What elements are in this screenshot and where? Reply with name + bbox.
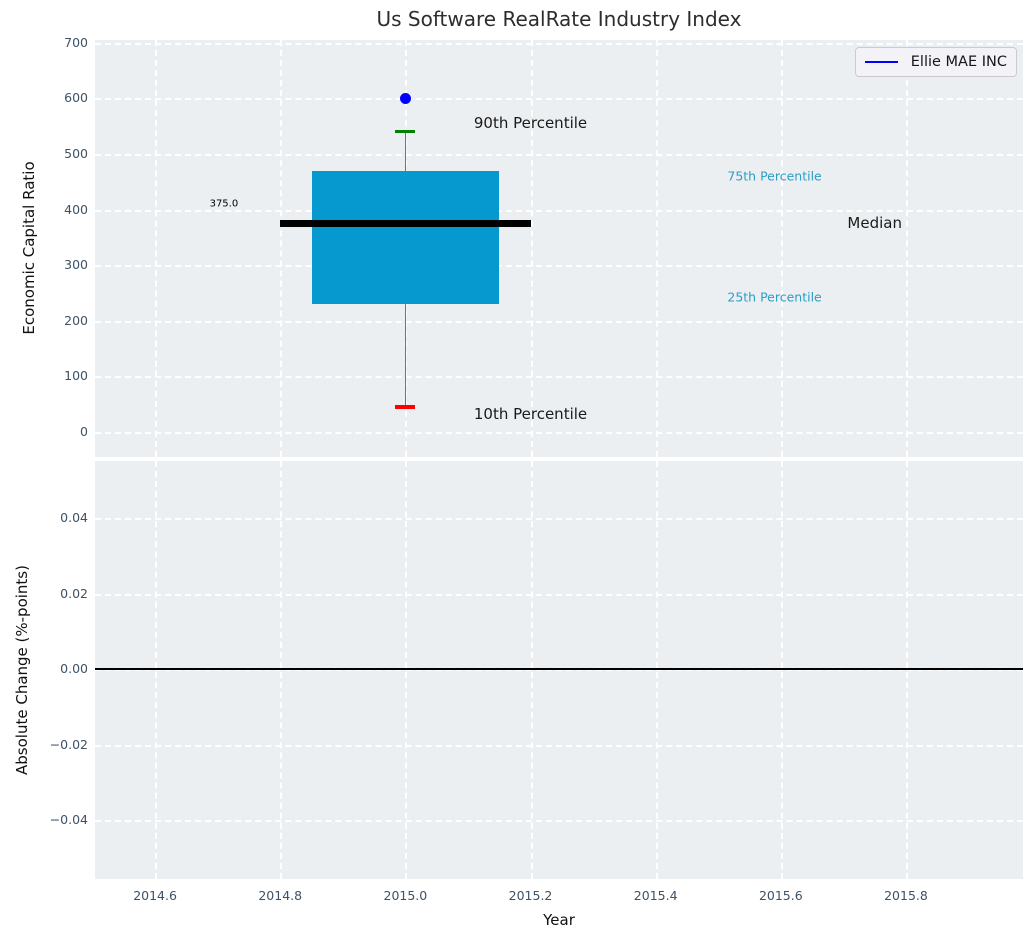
y-gridline xyxy=(95,42,1023,45)
legend: Ellie MAE INC xyxy=(854,47,1017,77)
y-tick-label: 0.04 xyxy=(60,510,88,526)
annotation-375-0: 375.0 xyxy=(209,198,239,210)
y-gridline xyxy=(95,265,1023,268)
annotation-90th-percentile: 90th Percentile xyxy=(473,114,588,133)
x-tick-label: 2015.6 xyxy=(758,888,803,903)
y-gridline xyxy=(95,518,1023,521)
legend-label: Ellie MAE INC xyxy=(910,54,1007,70)
x-gridline xyxy=(155,40,158,457)
y-axis-label-top: Economic Capital Ratio xyxy=(20,161,38,335)
y-tick-label: 300 xyxy=(64,257,88,273)
y-gridline xyxy=(95,209,1023,212)
x-gridline xyxy=(530,40,533,457)
y-tick-label: 600 xyxy=(64,90,88,106)
whisker-cap-upper xyxy=(395,129,416,134)
annotation-75th-percentile: 75th Percentile xyxy=(727,168,822,184)
y-tick-label: −0.04 xyxy=(49,812,88,828)
y-gridline xyxy=(95,153,1023,156)
y-tick-label: 0 xyxy=(80,423,88,439)
y-tick-label: 0.02 xyxy=(60,585,88,601)
x-gridline xyxy=(655,40,658,457)
x-gridline xyxy=(280,40,283,457)
y-gridline xyxy=(95,431,1023,434)
y-gridline xyxy=(95,320,1023,323)
top-plot-area: Ellie MAE INC 375.0 90th Percentile 10th P… xyxy=(95,40,1023,457)
y-tick-label: 500 xyxy=(64,145,88,161)
company-point xyxy=(399,92,411,104)
annotation-25th-percentile: 25th Percentile xyxy=(727,289,822,305)
y-gridline xyxy=(95,744,1023,747)
x-tick-label: 2015.4 xyxy=(633,888,678,903)
legend-line-icon xyxy=(864,61,898,63)
x-tick-label: 2015.0 xyxy=(383,888,428,903)
y-tick-label: 400 xyxy=(64,201,88,217)
x-tick-label: 2015.8 xyxy=(884,888,928,903)
median-line xyxy=(280,219,531,227)
y-tick-label: −0.02 xyxy=(49,736,88,752)
x-tick-label: 2015.2 xyxy=(508,888,553,903)
y-gridline xyxy=(95,669,1023,672)
bottom-plot-area xyxy=(95,461,1023,879)
x-tick-label: 2014.6 xyxy=(133,888,177,903)
y-tick-label: 200 xyxy=(64,312,88,328)
y-axis-label-bottom: Absolute Change (%-points) xyxy=(13,565,31,775)
y-gridline xyxy=(95,98,1023,101)
x-axis-label: Year xyxy=(543,911,575,929)
chart-title: Us Software RealRate Industry Index xyxy=(376,7,742,31)
annotation-10th-percentile: 10th Percentile xyxy=(473,404,588,423)
whisker-cap-lower xyxy=(395,405,416,409)
x-gridline xyxy=(780,40,783,457)
x-gridline xyxy=(905,40,908,457)
x-tick-label: 2014.8 xyxy=(258,888,303,903)
zero-change-line xyxy=(95,668,1023,670)
y-gridline xyxy=(95,820,1023,823)
y-gridline xyxy=(95,376,1023,379)
y-tick-label: 0.00 xyxy=(60,661,88,677)
y-tick-label: 100 xyxy=(64,368,88,384)
annotation-median: Median xyxy=(847,213,902,232)
iqr-box xyxy=(311,170,500,305)
y-tick-label: 700 xyxy=(64,34,88,50)
y-gridline xyxy=(95,593,1023,596)
